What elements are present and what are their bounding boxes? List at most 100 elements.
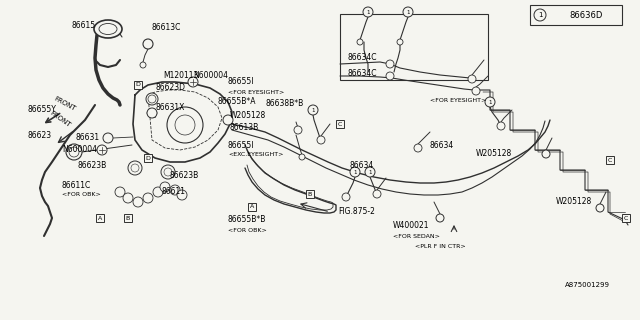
Text: N600004: N600004: [62, 145, 97, 154]
Text: <PLR F IN CTR>: <PLR F IN CTR>: [415, 244, 466, 250]
Text: 86631: 86631: [75, 132, 99, 141]
Circle shape: [414, 144, 422, 152]
Text: 86655Y: 86655Y: [28, 106, 57, 115]
Circle shape: [115, 187, 125, 197]
Circle shape: [143, 193, 153, 203]
Text: 86631X: 86631X: [155, 102, 184, 111]
Circle shape: [365, 167, 375, 177]
Text: <FOR EYESIGHT>: <FOR EYESIGHT>: [228, 90, 284, 94]
Circle shape: [167, 107, 203, 143]
Text: D: D: [145, 156, 150, 161]
Text: W205128: W205128: [230, 110, 266, 119]
Circle shape: [146, 93, 158, 105]
Circle shape: [123, 193, 133, 203]
Text: 86634C: 86634C: [348, 52, 378, 61]
Circle shape: [403, 7, 413, 17]
Text: 1: 1: [406, 10, 410, 14]
Circle shape: [160, 182, 170, 192]
Text: <FOR SEDAN>: <FOR SEDAN>: [393, 234, 440, 238]
Circle shape: [143, 39, 153, 49]
Text: C: C: [338, 122, 342, 126]
Text: 1: 1: [311, 108, 315, 113]
Circle shape: [342, 193, 350, 201]
Circle shape: [170, 185, 180, 195]
Bar: [336, 120, 344, 128]
Circle shape: [223, 115, 233, 125]
Circle shape: [357, 39, 363, 45]
Text: W400021: W400021: [393, 220, 429, 229]
Circle shape: [161, 165, 175, 179]
Bar: [606, 156, 614, 164]
Circle shape: [299, 154, 305, 160]
Circle shape: [128, 161, 142, 175]
Circle shape: [133, 197, 143, 207]
Text: 86613C: 86613C: [152, 22, 181, 31]
Text: B: B: [126, 215, 130, 220]
Circle shape: [147, 108, 157, 118]
Text: <FOR EYESIGHT>: <FOR EYESIGHT>: [430, 98, 486, 102]
Text: C: C: [624, 215, 628, 220]
Circle shape: [294, 126, 302, 134]
Text: FRONT: FRONT: [53, 96, 77, 112]
Text: 1: 1: [353, 170, 356, 174]
Text: 86655B*B: 86655B*B: [228, 215, 266, 225]
Circle shape: [596, 204, 604, 212]
Bar: [340, 14, 488, 80]
Text: 86623B: 86623B: [78, 162, 108, 171]
Bar: [622, 214, 630, 222]
Circle shape: [153, 187, 163, 197]
Circle shape: [363, 7, 373, 17]
Text: <EXC.EYESIGHT>: <EXC.EYESIGHT>: [228, 153, 284, 157]
Text: 86655I: 86655I: [228, 77, 255, 86]
Circle shape: [386, 60, 394, 68]
Text: D: D: [136, 83, 140, 87]
Bar: [144, 154, 152, 162]
Circle shape: [66, 144, 82, 160]
Circle shape: [397, 39, 403, 45]
Text: 86623B: 86623B: [170, 171, 199, 180]
Text: 1: 1: [368, 170, 372, 174]
Bar: [124, 214, 132, 222]
Text: M120113: M120113: [163, 70, 198, 79]
Bar: [96, 214, 104, 222]
Text: 1: 1: [538, 12, 542, 18]
Text: 86634: 86634: [430, 140, 454, 149]
Text: FIG.875-2: FIG.875-2: [338, 207, 375, 217]
Text: W205128: W205128: [556, 197, 592, 206]
Text: A: A: [250, 204, 254, 210]
Text: 86655B*A: 86655B*A: [218, 98, 257, 107]
Text: 1: 1: [488, 100, 492, 105]
Ellipse shape: [94, 20, 122, 38]
Circle shape: [534, 9, 546, 21]
Text: A: A: [98, 215, 102, 220]
Circle shape: [497, 122, 505, 130]
Text: 86638B*B: 86638B*B: [266, 100, 304, 108]
Circle shape: [103, 133, 113, 143]
Text: FRONT: FRONT: [49, 109, 72, 128]
Text: 86634C: 86634C: [348, 69, 378, 78]
Text: A875001299: A875001299: [565, 282, 610, 288]
Text: <FOR OBK>: <FOR OBK>: [62, 193, 100, 197]
Circle shape: [386, 72, 394, 80]
Text: C: C: [608, 157, 612, 163]
Text: 86655I: 86655I: [228, 140, 255, 149]
Text: 86615: 86615: [72, 21, 96, 30]
Circle shape: [97, 145, 107, 155]
Bar: [248, 203, 256, 211]
Text: 86634: 86634: [350, 161, 374, 170]
Circle shape: [485, 97, 495, 107]
Bar: [134, 81, 142, 89]
Bar: [306, 190, 314, 198]
Circle shape: [436, 214, 444, 222]
Bar: [530, 5, 622, 25]
Text: N600004: N600004: [193, 70, 228, 79]
Text: 86636D: 86636D: [570, 11, 603, 20]
Circle shape: [308, 105, 318, 115]
Text: 86623: 86623: [28, 131, 52, 140]
Circle shape: [468, 75, 476, 83]
Text: W205128: W205128: [476, 148, 512, 157]
Text: 1: 1: [366, 10, 370, 14]
Text: B: B: [308, 191, 312, 196]
Circle shape: [472, 87, 480, 95]
Text: 86611C: 86611C: [62, 180, 92, 189]
